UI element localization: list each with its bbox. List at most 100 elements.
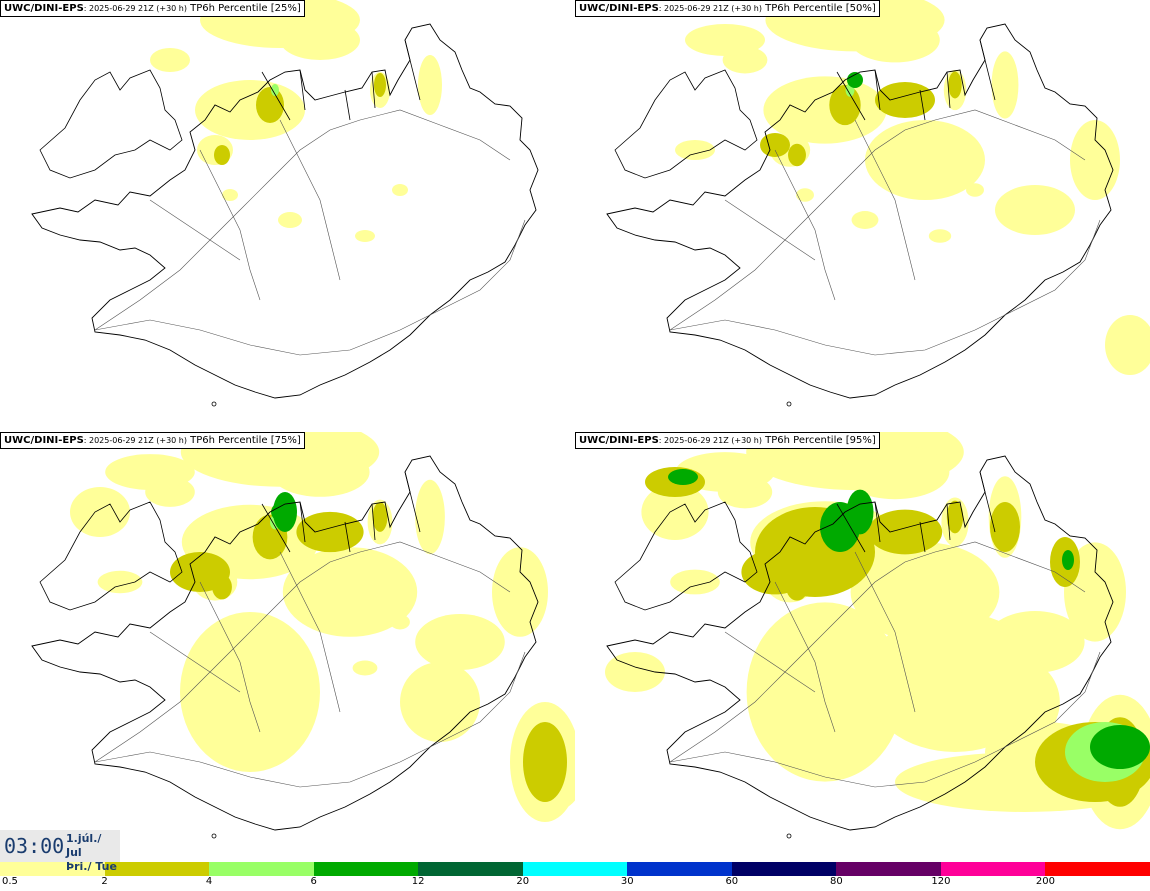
colorbar-tick-label: 0.5 xyxy=(2,876,18,887)
colorbar-segment xyxy=(313,862,419,876)
light-precip-area xyxy=(180,612,320,772)
light-precip-area xyxy=(1070,120,1120,200)
iceland-coastline xyxy=(606,455,1114,831)
panel-title: UWC/DINI-EPS: 2025-06-29 21Z (+30 h) TP6… xyxy=(0,432,305,449)
light-precip-area xyxy=(415,479,445,555)
colorbar-segment xyxy=(418,862,523,876)
fjord-line xyxy=(874,69,881,111)
fjord-line xyxy=(946,71,951,109)
light-precip-area xyxy=(840,444,950,500)
green-precip-area xyxy=(1090,725,1150,769)
green-precip-area xyxy=(273,492,297,532)
road-line xyxy=(94,219,526,356)
colorbar-tick-label: 12 xyxy=(411,876,425,887)
colorbar-segment xyxy=(731,862,837,876)
westfjords-coastline xyxy=(614,69,758,179)
olive-precip-area xyxy=(760,133,790,157)
westman-islands xyxy=(211,833,217,839)
fjord-line xyxy=(919,521,926,553)
valid-time-clock: 03:00 xyxy=(4,834,65,858)
fjord-line xyxy=(836,503,866,553)
road-line xyxy=(774,149,836,301)
road-line xyxy=(199,149,261,301)
light-precip-area xyxy=(150,48,190,72)
olive-precip-area xyxy=(523,722,567,802)
colorbar-segment xyxy=(522,862,628,876)
westfjords-coastline xyxy=(614,501,758,611)
road-line xyxy=(279,551,341,713)
fjord-line xyxy=(979,39,996,101)
fjord-line xyxy=(299,69,306,111)
fjord-line xyxy=(371,71,376,109)
light-precip-area xyxy=(418,55,442,115)
westman-islands xyxy=(211,401,217,407)
road-line xyxy=(149,631,241,693)
road-line xyxy=(724,631,816,693)
road-line xyxy=(279,119,341,281)
light-precip-area xyxy=(851,211,879,229)
colorbar-tick-label: 6 xyxy=(310,876,317,887)
light-precip-area xyxy=(400,662,480,742)
iceland-precip-map xyxy=(31,0,539,407)
light-precip-area xyxy=(675,140,715,160)
road-line xyxy=(854,551,916,713)
lightgreen-precip-area xyxy=(271,84,279,96)
road-line xyxy=(669,109,1086,331)
fjord-line xyxy=(874,501,881,543)
colorbar-ticks: 0.5 2 4 6 12 20 30 60 80 120 200 xyxy=(0,876,1150,891)
colorbar-segment xyxy=(627,862,732,876)
fjord-line xyxy=(261,71,291,121)
iceland-coastline xyxy=(606,23,1114,399)
olive-precip-area xyxy=(256,87,284,123)
light-precip-area xyxy=(865,120,985,200)
olive-precip-area xyxy=(372,502,388,532)
colorbar-tick-label: 80 xyxy=(829,876,843,887)
road-line xyxy=(669,219,1101,356)
iceland-precip-map xyxy=(605,432,1150,839)
green-precip-area xyxy=(820,502,860,552)
colorbar-tick-label: 4 xyxy=(205,876,213,887)
precip-colorbar xyxy=(0,862,1150,876)
light-precip-area xyxy=(355,230,375,242)
olive-precip-area xyxy=(990,502,1020,552)
fjord-line xyxy=(836,71,866,121)
colorbar-segment xyxy=(0,862,105,876)
fjord-line xyxy=(299,501,306,543)
map-panel-p25: UWC/DINI-EPS: 2025-06-29 21Z (+30 h) TP6… xyxy=(0,0,575,430)
olive-precip-area xyxy=(946,500,964,534)
road-line xyxy=(774,581,836,733)
olive-precip-area xyxy=(296,511,364,553)
colorbar-tick-label: 30 xyxy=(620,876,634,887)
light-precip-area xyxy=(97,570,143,594)
iceland-coastline xyxy=(31,455,539,831)
light-precip-area xyxy=(991,51,1019,119)
fjord-line xyxy=(404,39,421,101)
light-precip-area xyxy=(995,185,1075,235)
westman-islands xyxy=(786,401,792,407)
iceland-precip-map xyxy=(31,432,575,839)
light-precip-area xyxy=(70,487,130,537)
light-precip-area xyxy=(746,602,904,782)
green-precip-area xyxy=(847,72,863,88)
light-precip-area xyxy=(966,183,984,197)
olive-precip-area xyxy=(948,71,962,99)
road-line xyxy=(94,541,511,763)
light-precip-area xyxy=(278,212,302,228)
colorbar-segment xyxy=(104,862,210,876)
light-precip-area xyxy=(492,547,548,637)
valid-weekday: Þri./ Tue xyxy=(66,860,117,873)
iceland-precip-map xyxy=(606,0,1150,407)
road-line xyxy=(199,581,261,733)
olive-precip-area xyxy=(214,145,230,165)
light-precip-area xyxy=(670,569,720,595)
panel-title: UWC/DINI-EPS: 2025-06-29 21Z (+30 h) TP6… xyxy=(575,0,880,17)
light-precip-area xyxy=(392,184,408,196)
green-precip-area xyxy=(668,469,698,485)
colorbar-segment xyxy=(836,862,941,876)
road-line xyxy=(669,541,1086,763)
fjord-line xyxy=(979,471,996,533)
light-precip-area xyxy=(282,547,418,637)
light-precip-area xyxy=(685,24,765,56)
valid-time-date: 1.júl./ Jul Þri./ Tue xyxy=(66,832,120,874)
light-precip-area xyxy=(850,17,940,63)
